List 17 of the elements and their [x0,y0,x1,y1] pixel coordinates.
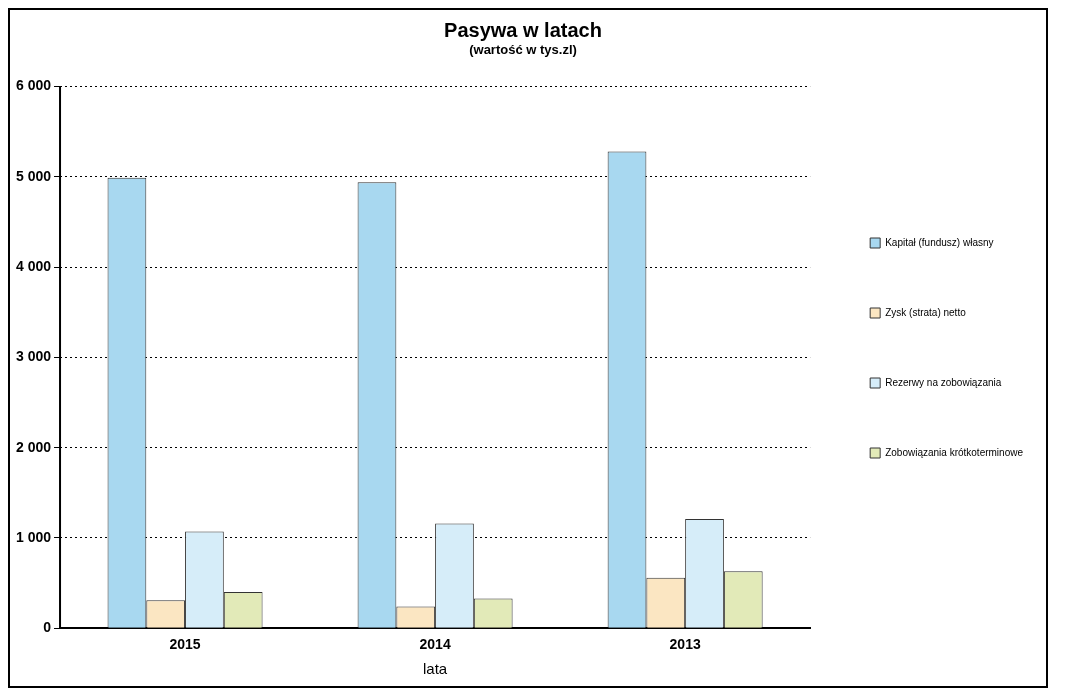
y-tick-label: 1 000 [15,528,52,545]
x-tick-label: 2014 [419,636,451,653]
y-tick-label: 6 000 [15,77,52,94]
y-tick-label: 4 000 [15,257,52,274]
y-tick-label: 5 000 [15,167,52,184]
chart-title: Pasywa w latach [444,18,602,41]
legend-label: Rezerwy na zobowiązania [885,376,1002,388]
legend-label: Kapitał (fundusz) własny [885,236,994,248]
legend-label: Zysk (strata) netto [885,306,967,318]
x-axis-title: lata [423,660,448,678]
y-tick-label: 0 [43,619,52,636]
y-tick-label: 3 000 [15,348,52,365]
x-tick-label: 2015 [169,636,201,653]
legend-label: Zobowiązania krótkoterminowe [885,446,1024,458]
chart-subtitle: (wartość w tys.zl) [469,42,577,58]
y-tick-label: 2 000 [15,438,52,455]
x-tick-label: 2013 [669,636,701,653]
